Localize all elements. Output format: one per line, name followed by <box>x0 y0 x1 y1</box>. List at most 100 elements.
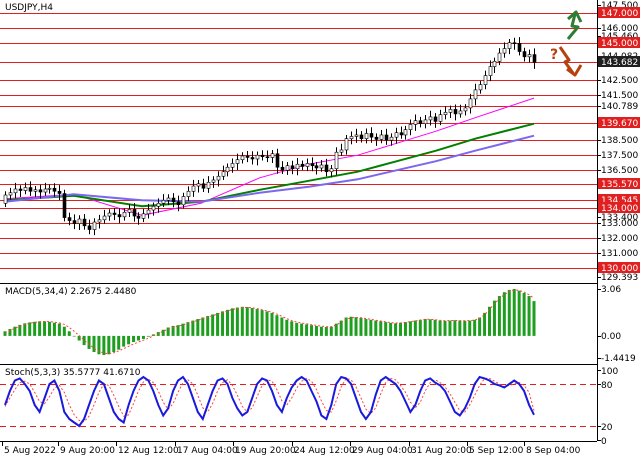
macd-bar <box>122 335 126 347</box>
macd-bar <box>181 323 185 336</box>
arrow-up-icon-head <box>567 10 583 23</box>
macd-axis: 3.06 0.00 -1.4419 <box>597 285 636 364</box>
stoch-pane: Stoch(5,3,3) 35.5777 41.6710 100 80 20 0 <box>0 367 618 447</box>
candle-body <box>423 119 428 124</box>
candle-body <box>240 155 245 161</box>
price-tag <box>598 194 640 205</box>
time-tick-label: 19 Aug 20:00 <box>235 446 296 456</box>
candle-body <box>28 187 33 192</box>
macd-bar <box>473 319 477 336</box>
candle-body <box>310 163 315 167</box>
price-tick-label: 142.500 <box>601 76 638 86</box>
macd-bar <box>102 335 106 356</box>
time-tick-label: 12 Aug 12:00 <box>118 446 179 456</box>
price-tick-label: 137.500 <box>601 151 638 161</box>
macd-bar <box>364 319 368 336</box>
candle-body <box>463 107 468 112</box>
price-tag <box>598 117 640 128</box>
trade-signal-arrows: ? <box>550 10 583 77</box>
macd-bar <box>389 322 393 336</box>
candle-body <box>38 189 43 193</box>
macd-bar <box>468 320 472 336</box>
macd-bar <box>488 306 492 336</box>
macd-bar <box>527 296 531 336</box>
candle-body <box>156 202 161 207</box>
macd-bar <box>453 320 457 336</box>
macd-bar <box>23 323 27 336</box>
time-tick-label: 17 Aug 04:00 <box>177 446 238 456</box>
candle-body <box>359 134 364 139</box>
macd-bar <box>403 322 407 336</box>
macd-bar <box>507 289 511 336</box>
time-tick-label: 24 Aug 12:00 <box>294 446 355 456</box>
candle-body <box>319 164 324 169</box>
price-tick-label: 147.500 <box>601 1 638 11</box>
macd-bar <box>522 292 526 336</box>
candle-body <box>428 116 433 121</box>
candle-body <box>132 208 137 217</box>
candle-body <box>492 61 497 67</box>
candle-body <box>300 163 305 167</box>
macd-bar <box>117 335 121 350</box>
macd-bar <box>206 315 210 336</box>
candle-body <box>275 153 280 168</box>
price-tick-label: 132.000 <box>601 234 638 244</box>
macd-bar <box>136 335 140 341</box>
price-axis: 147.500147.000146.000145.460145.000144.0… <box>597 1 640 283</box>
candle-body <box>161 199 166 204</box>
candle-body <box>102 215 107 221</box>
macd-bar <box>443 320 447 336</box>
candle-body <box>225 166 230 173</box>
candle-body <box>82 218 87 227</box>
candle-body <box>127 208 132 213</box>
candle-body <box>379 134 384 140</box>
macd-tick-label: -1.4419 <box>601 354 636 364</box>
macd-bar <box>463 320 467 336</box>
candle-body <box>23 187 28 191</box>
candle-body <box>305 163 310 167</box>
candle-body <box>245 155 250 158</box>
macd-bar <box>211 314 215 336</box>
macd-bar <box>334 323 338 336</box>
candle-body <box>453 109 458 115</box>
candle-body <box>408 124 413 130</box>
candle-body <box>339 149 344 153</box>
price-tick-label: 138.500 <box>601 136 638 146</box>
macd-bar <box>349 316 353 336</box>
macd-bar <box>166 327 170 336</box>
macd-bar <box>324 327 328 336</box>
candle-body <box>92 221 97 230</box>
macd-bar <box>240 306 244 336</box>
candle-body <box>201 183 206 189</box>
macd-label: MACD(5,34,4) 2.2675 2.4480 <box>5 287 137 297</box>
price-tag-label: 147.000 <box>601 9 638 19</box>
macd-bar <box>107 335 111 355</box>
candle-body <box>72 220 77 224</box>
macd-signal-line <box>4 289 535 355</box>
candle-body <box>112 212 117 215</box>
macd-bar <box>428 319 432 336</box>
candle-body <box>389 136 394 141</box>
stoch-d-line <box>4 377 535 423</box>
candle-body <box>532 54 537 63</box>
candle-body <box>136 215 141 219</box>
macd-bar <box>8 329 12 336</box>
macd-bar <box>270 312 274 336</box>
price-tag-label: 134.545 <box>601 196 638 206</box>
macd-bar <box>384 322 388 336</box>
candle-body <box>497 52 502 62</box>
candle-body <box>295 163 300 170</box>
macd-bar <box>82 335 86 346</box>
macd-bar <box>483 312 487 336</box>
macd-bar <box>255 309 259 336</box>
macd-bar <box>448 320 452 336</box>
price-tag <box>598 7 640 18</box>
candle-body <box>13 188 18 194</box>
macd-tick-label: 0.00 <box>601 332 621 342</box>
macd-bar <box>225 309 229 336</box>
macd-bar <box>161 329 165 336</box>
candle-body <box>507 42 512 49</box>
candle-body <box>399 132 404 136</box>
moving-average-line <box>4 122 535 208</box>
macd-bar <box>221 311 225 336</box>
